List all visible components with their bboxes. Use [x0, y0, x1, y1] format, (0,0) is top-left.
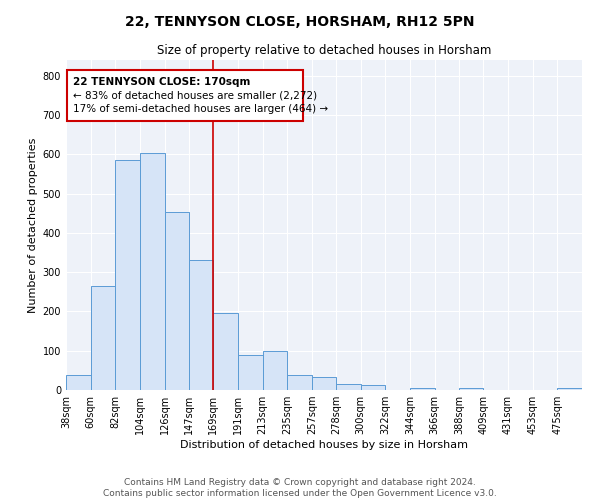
Bar [66, 375, 91, 390]
Title: Size of property relative to detached houses in Horsham: Size of property relative to detached ho… [157, 44, 491, 58]
Bar [165, 212, 188, 390]
Bar [213, 312, 238, 390]
Bar [91, 286, 115, 390]
Text: 22, TENNYSON CLOSE, HORSHAM, RH12 5PN: 22, TENNYSON CLOSE, HORSHAM, RH12 5PN [125, 15, 475, 29]
X-axis label: Distribution of detached houses by size in Horsham: Distribution of detached houses by size … [180, 440, 468, 450]
Bar [336, 384, 361, 390]
Text: 22 TENNYSON CLOSE: 170sqm: 22 TENNYSON CLOSE: 170sqm [73, 77, 250, 87]
Bar [287, 375, 312, 390]
Bar [263, 350, 287, 390]
Y-axis label: Number of detached properties: Number of detached properties [28, 138, 38, 312]
Bar [188, 260, 213, 390]
Text: ← 83% of detached houses are smaller (2,272): ← 83% of detached houses are smaller (2,… [73, 90, 317, 100]
Bar [140, 153, 165, 390]
Bar [238, 354, 263, 390]
Bar [557, 388, 582, 390]
Bar [361, 386, 385, 390]
Text: 17% of semi-detached houses are larger (464) →: 17% of semi-detached houses are larger (… [73, 104, 328, 114]
Bar [67, 70, 303, 121]
Text: Contains HM Land Registry data © Crown copyright and database right 2024.
Contai: Contains HM Land Registry data © Crown c… [103, 478, 497, 498]
Bar [410, 388, 435, 390]
Bar [312, 378, 336, 390]
Bar [460, 388, 483, 390]
Bar [115, 160, 140, 390]
